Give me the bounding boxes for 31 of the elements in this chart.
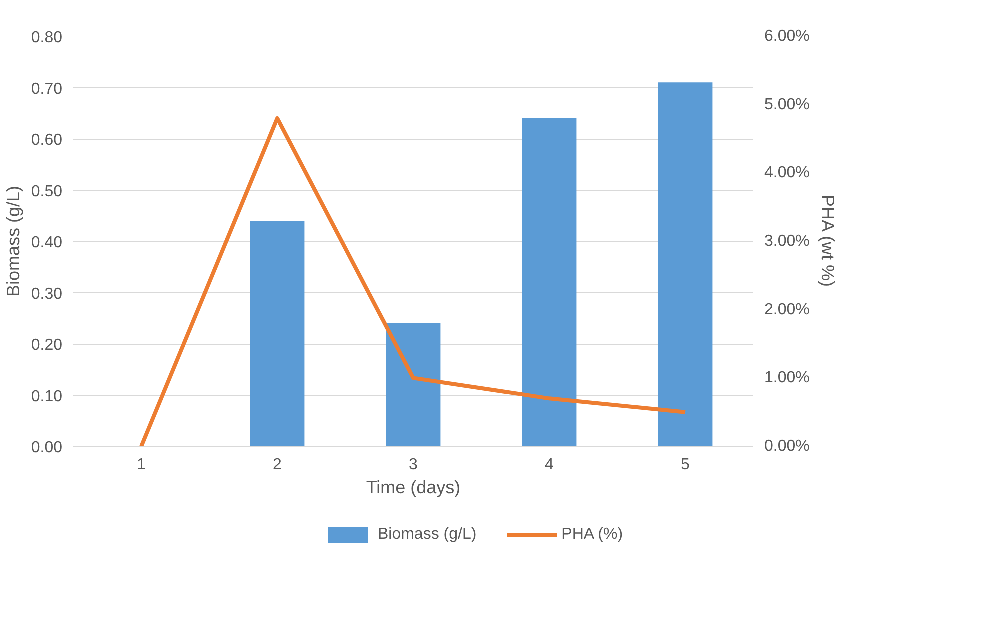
bar [250,221,305,446]
y-tick-label: 0.20 [31,337,63,354]
y-tick-label: 0.70 [31,80,63,98]
y2-axis-title: PHA (wt %) [818,194,838,288]
bar [386,324,441,446]
y-tick-label: 0.80 [31,30,63,46]
x-tick-label: 2 [273,456,282,474]
y2-tick-label: 5.00% [764,96,810,114]
y-axis-title: Biomass (g/L) [3,186,24,298]
legend-label: PHA (%) [562,526,624,544]
bar [522,118,577,446]
x-tick-label: 3 [409,456,418,474]
y2-tick-label: 3.00% [764,233,810,250]
y2-tick-label: 6.00% [764,28,810,45]
x-tick-label: 5 [681,456,690,474]
x-tick-label: 4 [545,456,554,474]
y2-tick-label: 2.00% [764,301,810,318]
line-series [140,116,688,446]
y-tick-label: 0.00 [31,440,63,456]
bar [658,82,713,446]
y2-tick-label: 4.00% [764,164,810,182]
y2-tick-label: 0.00% [764,438,810,455]
x-tick-label: 1 [137,456,146,474]
y-tick-label: 0.30 [31,286,63,303]
y-tick-label: 0.60 [31,132,63,149]
y2-tick-label: 1.00% [764,370,810,387]
x-axis-title: Time (days) [366,478,461,498]
y-tick-label: 0.50 [31,183,63,200]
legend-label: Biomass (g/L) [378,526,477,544]
y-tick-label: 0.40 [31,234,63,252]
y-tick-label: 0.10 [31,388,63,406]
